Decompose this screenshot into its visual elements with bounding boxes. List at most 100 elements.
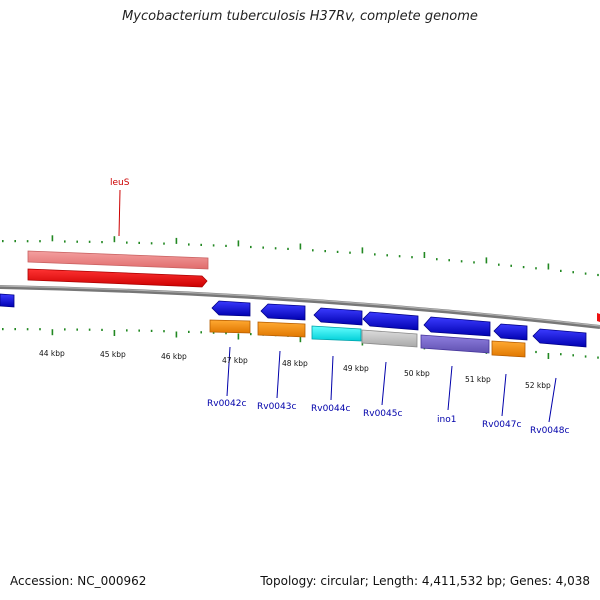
genome-backbone	[0, 285, 600, 329]
upper-track-minor-tick	[411, 256, 413, 259]
gene-Rv0047c-gene[interactable]	[493, 323, 528, 341]
accession-text: Accession: NC_000962	[10, 574, 147, 588]
lower-track-minor-tick	[39, 328, 41, 331]
upper-track-minor-tick	[448, 259, 450, 262]
lower-track-minor-tick	[597, 356, 599, 359]
upper-track-minor-tick	[386, 254, 388, 257]
scale-label-48kbp: 48 kbp	[282, 359, 308, 368]
scale-label-47kbp: 47 kbp	[222, 356, 248, 365]
scale-label-51kbp: 51 kbp	[465, 375, 491, 384]
scale-label-45kbp: 45 kbp	[100, 350, 126, 359]
gene-label-Rv0042c[interactable]: Rv0042c	[207, 399, 246, 409]
gene-leuS-feature[interactable]	[27, 250, 209, 270]
lower-track-minor-tick	[584, 355, 587, 358]
upper-track-minor-tick	[473, 261, 475, 264]
gene-Rv0044c-gene[interactable]	[313, 307, 363, 326]
gene-label-Rv0045c[interactable]: Rv0045c	[363, 409, 402, 419]
upper-track-minor-tick	[560, 269, 562, 272]
forward-gene-edge[interactable]	[597, 313, 600, 322]
gene-label-leuS[interactable]: leuS	[110, 178, 130, 188]
leader-Rv0045c	[381, 361, 387, 406]
upper-track-minor-tick	[188, 243, 190, 246]
gene-ino1-gene[interactable]	[423, 316, 491, 337]
scale-label-52kbp: 52 kbp	[525, 381, 551, 390]
feature-ino1-cds[interactable]	[420, 334, 490, 354]
leader-Rv0043c	[276, 350, 281, 399]
upper-tick-track	[2, 235, 599, 277]
upper-track-major-tick	[299, 243, 302, 250]
lower-track-minor-tick	[188, 330, 190, 333]
gene-Rv0042c-gene[interactable]	[211, 300, 251, 317]
gene-label-Rv0044c[interactable]: Rv0044c	[311, 404, 350, 414]
upper-track-minor-tick	[510, 264, 512, 267]
upper-track-minor-tick	[584, 272, 587, 275]
lower-track-minor-tick	[138, 329, 140, 332]
gene-Rv0048c-gene[interactable]	[532, 328, 587, 348]
lower-track-major-tick	[113, 330, 116, 336]
gene-label-ino1[interactable]: ino1	[437, 415, 456, 425]
feature-Rv0044c-cds[interactable]	[311, 325, 362, 342]
upper-track-minor-tick	[76, 240, 78, 243]
upper-track-minor-tick	[498, 263, 500, 266]
lower-track-minor-tick	[225, 332, 227, 335]
upper-track-minor-tick	[312, 249, 314, 252]
genome-backbone-highlight	[0, 285, 600, 327]
upper-track-minor-tick	[14, 240, 16, 243]
upper-track-minor-tick	[336, 250, 339, 253]
upper-track-minor-tick	[163, 242, 165, 245]
leader-Rv0042c	[226, 346, 231, 397]
leader-Rv0048c	[548, 377, 557, 423]
upper-track-minor-tick	[250, 245, 252, 249]
lower-track-minor-tick	[163, 330, 165, 333]
leader-Rv0047c	[501, 373, 507, 417]
upper-track-major-tick	[51, 235, 54, 242]
reverse-gene-edge[interactable]	[0, 293, 15, 308]
gene-Rv0043c-gene[interactable]	[260, 303, 306, 321]
genome-summary-text: Topology: circular; Length: 4,411,532 bp…	[260, 574, 590, 588]
gene-label-Rv0048c[interactable]: Rv0048c	[530, 426, 569, 436]
lower-track-major-tick	[547, 353, 550, 359]
upper-track-major-tick	[485, 257, 488, 264]
upper-track-major-tick	[547, 263, 550, 270]
feature-Rv0043c-cds[interactable]	[257, 321, 306, 338]
lower-track-minor-tick	[76, 328, 78, 331]
upper-track-minor-tick	[324, 250, 326, 253]
gene-label-Rv0047c[interactable]: Rv0047c	[482, 420, 521, 430]
upper-track-major-tick	[175, 237, 178, 244]
lower-track-minor-tick	[26, 328, 29, 331]
gene-label-Rv0043c[interactable]: Rv0043c	[257, 402, 296, 412]
gene-Rv0045c-gene[interactable]	[362, 311, 419, 331]
upper-track-minor-tick	[64, 240, 66, 243]
scale-label-44kbp: 44 kbp	[39, 349, 65, 358]
lower-track-major-tick	[237, 333, 240, 340]
upper-track-minor-tick	[262, 246, 264, 249]
lower-track-minor-tick	[126, 329, 128, 332]
upper-track-minor-tick	[88, 240, 91, 243]
leader-ino1	[447, 365, 453, 411]
scale-label-49kbp: 49 kbp	[343, 364, 369, 373]
upper-track-minor-tick	[26, 240, 29, 243]
upper-track-minor-tick	[138, 241, 140, 244]
lower-track-minor-tick	[572, 354, 574, 357]
lower-track-minor-tick	[250, 333, 252, 336]
lower-track-minor-tick	[150, 329, 153, 332]
upper-track-minor-tick	[287, 247, 289, 250]
scale-label-46kbp: 46 kbp	[161, 352, 187, 361]
upper-track-minor-tick	[460, 260, 463, 263]
lower-track-minor-tick	[88, 328, 91, 331]
upper-track-major-tick	[423, 252, 426, 258]
upper-track-minor-tick	[274, 247, 277, 250]
upper-track-minor-tick	[597, 273, 599, 277]
feature-Rv0047c-cds[interactable]	[491, 340, 526, 358]
upper-track-minor-tick	[535, 267, 537, 270]
feature-Rv0045c-cds[interactable]	[361, 329, 418, 348]
upper-track-minor-tick	[126, 241, 128, 244]
upper-track-minor-tick	[39, 240, 41, 243]
upper-track-minor-tick	[522, 266, 525, 269]
upper-track-major-tick	[113, 236, 116, 243]
feature-Rv0042c-cds[interactable]	[209, 319, 251, 334]
upper-track-minor-tick	[349, 251, 351, 254]
gene-leuS-gene[interactable]	[27, 268, 208, 288]
